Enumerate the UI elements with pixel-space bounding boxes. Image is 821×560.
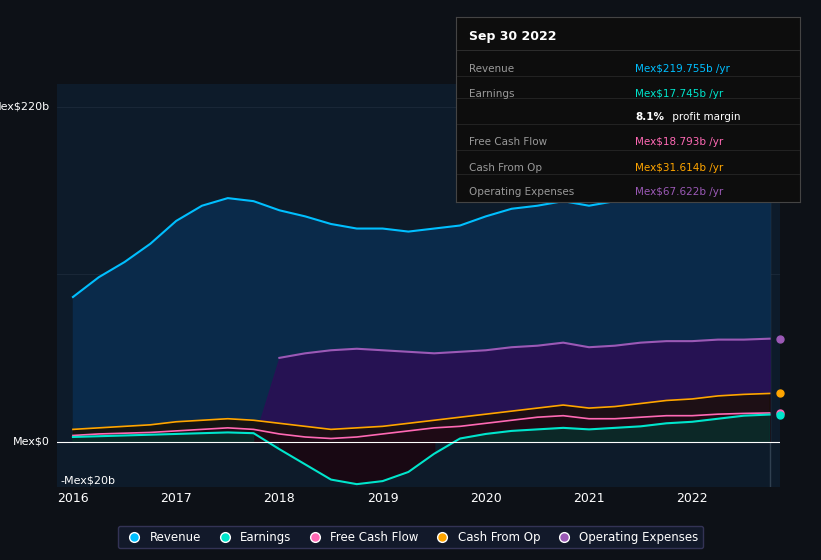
Text: Mex$219.755b /yr: Mex$219.755b /yr [635,63,730,73]
Text: Mex$18.793b /yr: Mex$18.793b /yr [635,137,723,147]
Text: Mex$17.745b /yr: Mex$17.745b /yr [635,90,723,100]
Text: Mex$67.622b /yr: Mex$67.622b /yr [635,188,723,197]
Text: Sep 30 2022: Sep 30 2022 [470,30,557,43]
Text: Mex$220b: Mex$220b [0,102,50,112]
Text: 8.1%: 8.1% [635,111,664,122]
Text: Earnings: Earnings [470,90,515,100]
Text: Revenue: Revenue [470,63,515,73]
Text: Operating Expenses: Operating Expenses [470,188,575,197]
Text: -Mex$20b: -Mex$20b [61,475,116,485]
Text: Cash From Op: Cash From Op [470,164,543,174]
Text: profit margin: profit margin [669,111,741,122]
Text: Free Cash Flow: Free Cash Flow [470,137,548,147]
Text: Mex$31.614b /yr: Mex$31.614b /yr [635,164,723,174]
Legend: Revenue, Earnings, Free Cash Flow, Cash From Op, Operating Expenses: Revenue, Earnings, Free Cash Flow, Cash … [118,526,703,548]
Text: Mex$0: Mex$0 [13,437,50,446]
